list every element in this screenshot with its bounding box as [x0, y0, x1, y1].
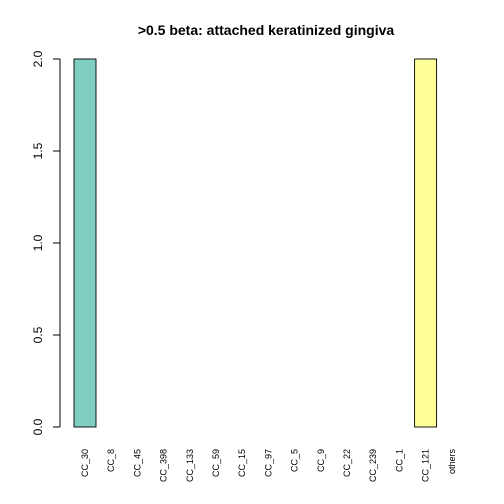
- x-tick-label: CC_30: [80, 449, 90, 477]
- x-tick-label: CC_121: [421, 449, 431, 482]
- chart-title: >0.5 beta: attached keratinized gingiva: [138, 22, 395, 38]
- x-tick-label: CC_133: [185, 449, 195, 482]
- bar-cc-30: [73, 58, 97, 428]
- x-tick-label: CC_59: [211, 449, 221, 477]
- y-tick-label: 1.5: [31, 142, 45, 159]
- x-tick-label: CC_5: [290, 449, 300, 472]
- y-tick-label: 2.0: [31, 50, 45, 67]
- x-tick-label: CC_97: [263, 449, 273, 477]
- y-tick-label: 0.0: [31, 418, 45, 435]
- bar-cc-121: [414, 58, 438, 428]
- x-tick-label: CC_239: [368, 449, 378, 482]
- x-tick-label: CC_9: [316, 449, 326, 472]
- bars: [73, 58, 438, 428]
- x-tick-label: CC_45: [132, 449, 142, 477]
- y-axis: 0.0 0.5 1.0 1.5 2.0: [31, 50, 61, 435]
- y-tick-label: 1.0: [31, 234, 45, 251]
- x-tick-label: CC_1: [394, 449, 404, 472]
- x-tick-label: CC_8: [106, 449, 116, 472]
- x-axis-labels: CC_30 CC_8 CC_45 CC_398 CC_133 CC_59 CC_15 CC_9…: [80, 449, 457, 483]
- x-tick-label: others: [447, 449, 457, 475]
- x-tick-label: CC_15: [237, 449, 247, 477]
- y-tick-label: 0.5: [31, 326, 45, 343]
- x-tick-label: CC_22: [342, 449, 352, 477]
- x-tick-label: CC_398: [159, 449, 169, 482]
